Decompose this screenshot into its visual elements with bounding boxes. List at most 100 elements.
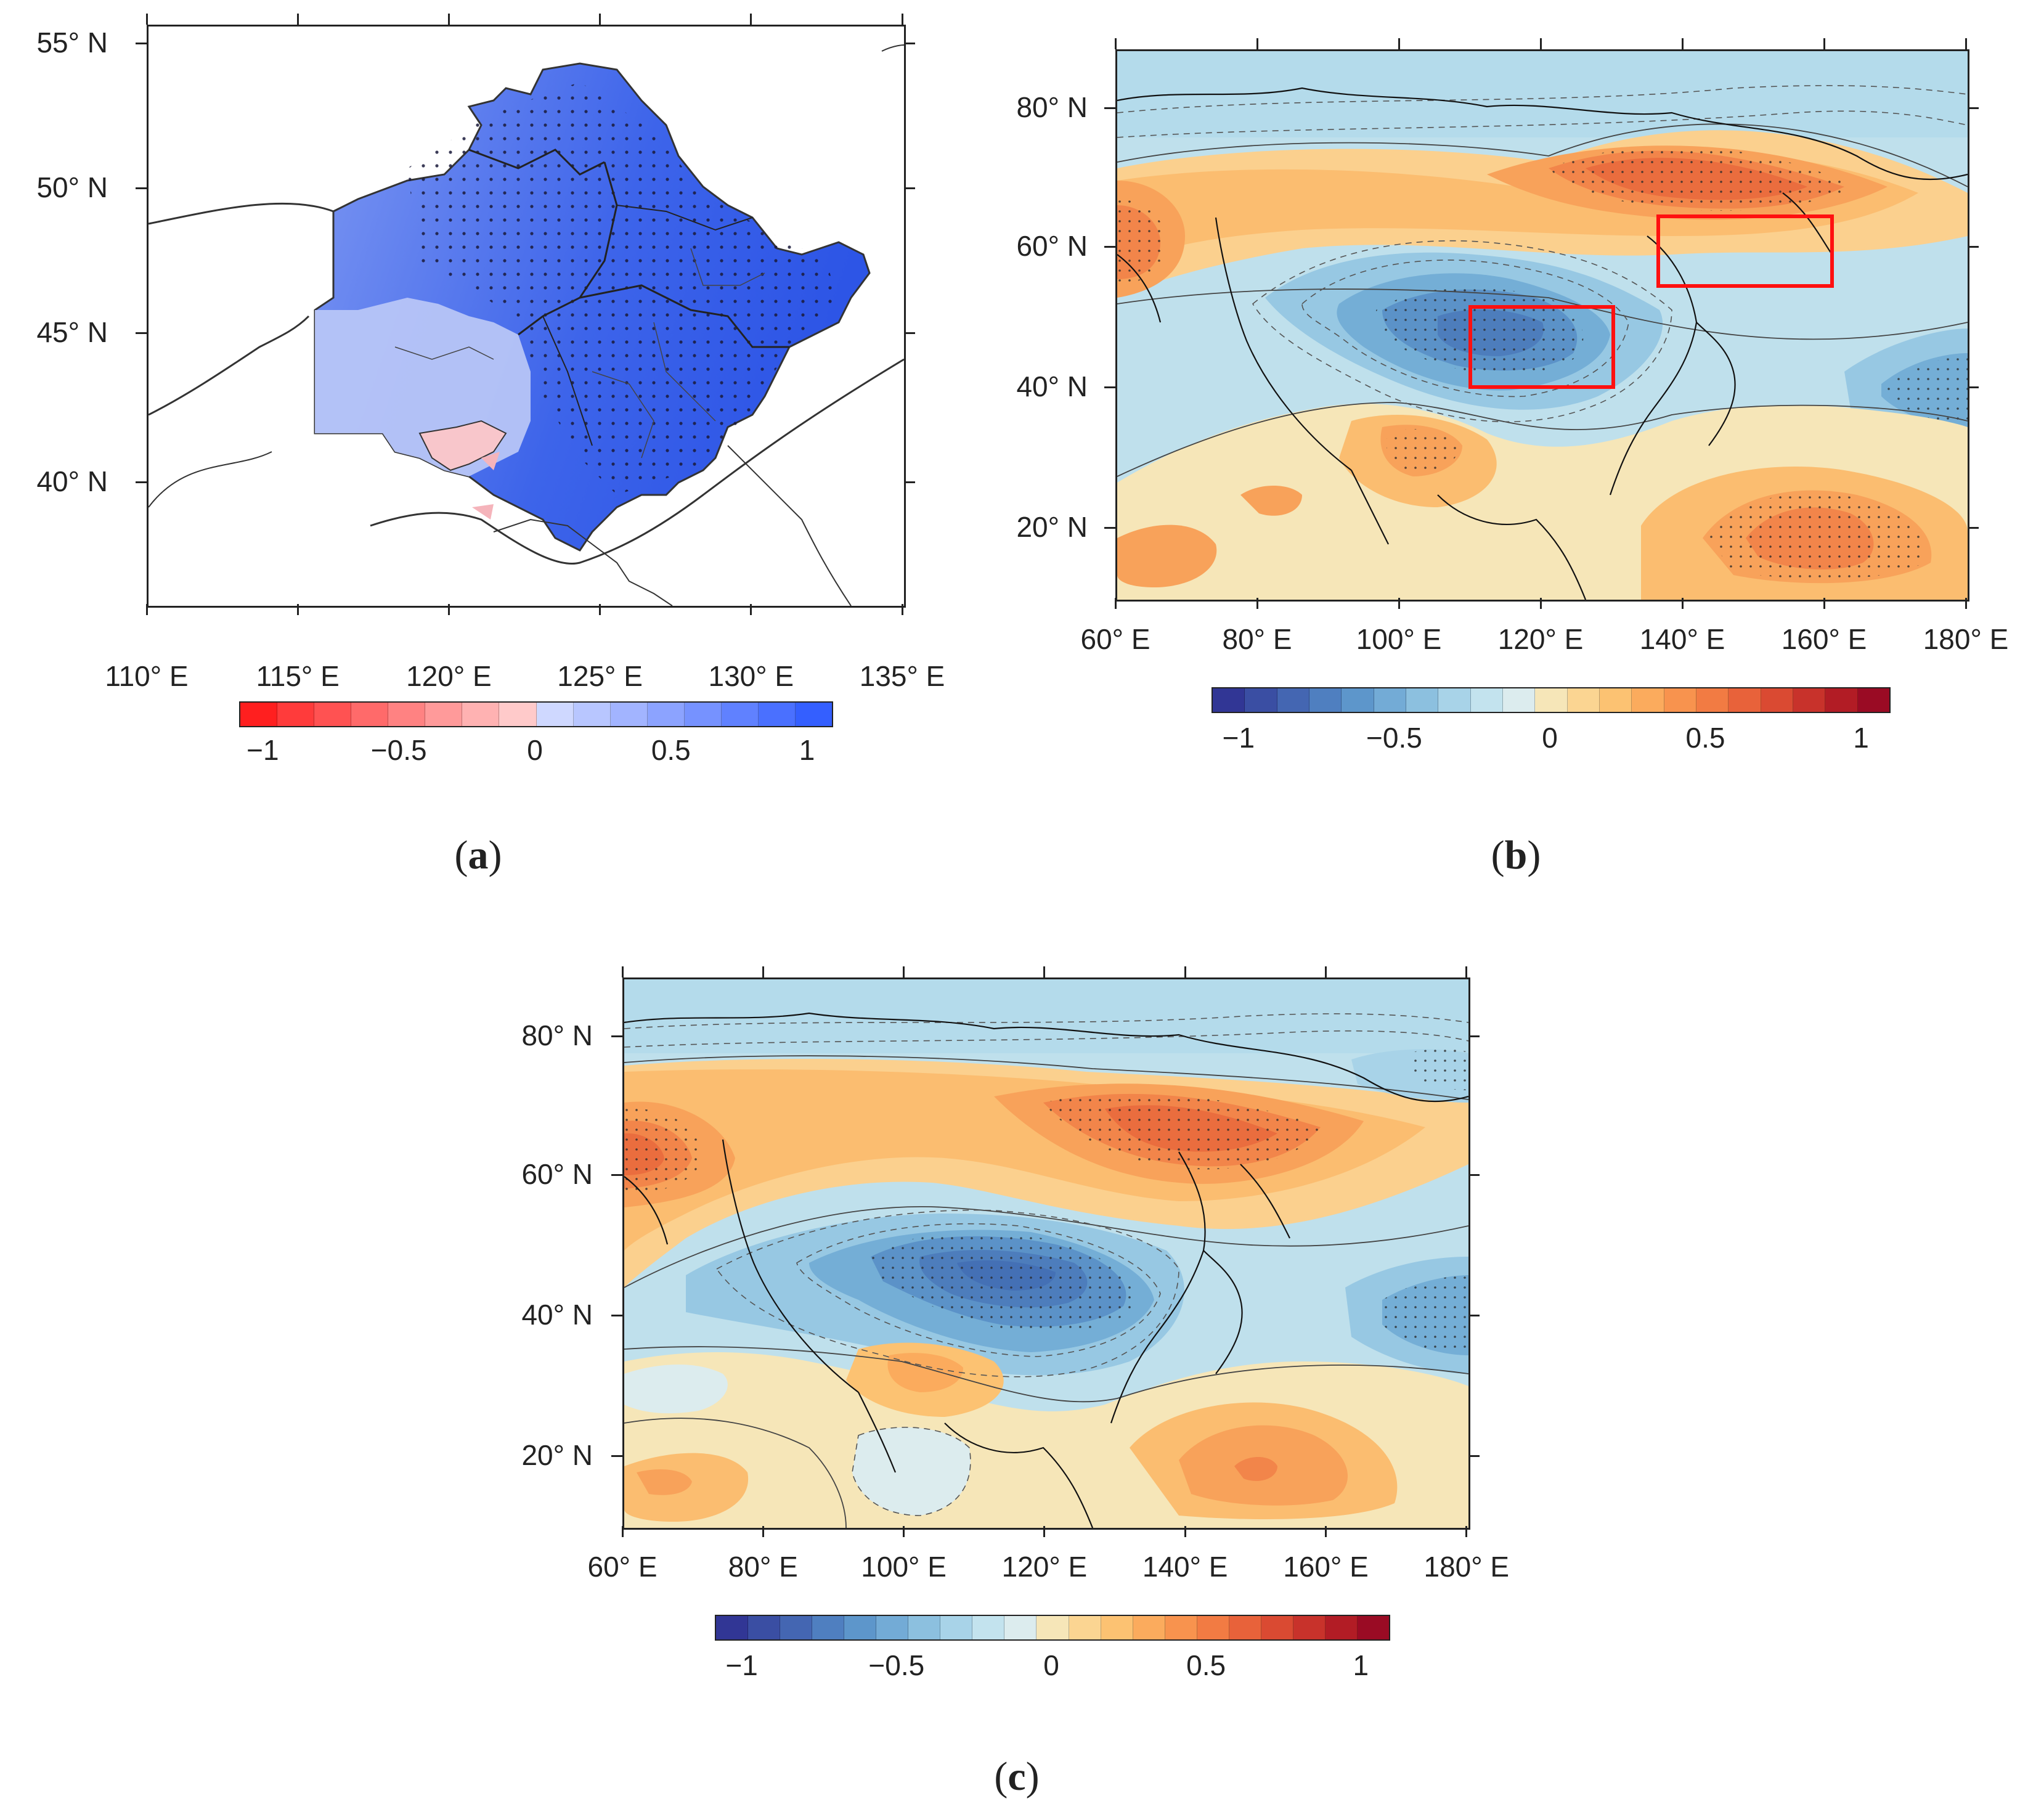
lat-label-b: 80° N	[1016, 91, 1088, 123]
caption-a-letter: a	[468, 833, 489, 878]
colorbar-swatch	[684, 703, 722, 726]
anomaly-region-pink	[418, 420, 507, 471]
colorbar-swatch	[1229, 1616, 1261, 1639]
lat-label-b: 60° N	[1016, 230, 1088, 262]
lat-tick-right-b	[1968, 245, 1979, 248]
lat-tick-right-c	[1468, 1035, 1480, 1037]
colorbar-swatch	[1197, 1616, 1229, 1639]
colorbar-swatch	[351, 703, 389, 726]
map-c-field	[624, 979, 1468, 1528]
colorbar-b	[1212, 687, 1891, 713]
lat-label-c: 20° N	[521, 1439, 593, 1471]
colorbar-swatch	[1632, 688, 1664, 712]
lat-tick-a	[136, 187, 147, 189]
lon-label-c: 80° E	[728, 1551, 798, 1583]
colorbar-swatch	[780, 1616, 813, 1639]
lon-tick-c	[1043, 1526, 1046, 1537]
lon-tick-b	[1681, 598, 1684, 609]
colorbar-swatch	[462, 703, 500, 726]
colorbar-swatch	[1374, 688, 1406, 712]
colorbar-swatch	[1245, 688, 1277, 712]
colorbar-swatch	[1036, 1616, 1069, 1639]
lat-label-b: 20° N	[1016, 511, 1088, 543]
lon-label-b: 80° E	[1222, 623, 1292, 655]
lon-label-b: 140° E	[1639, 623, 1725, 655]
colorbar-swatch	[647, 703, 685, 726]
colorbar-swatch	[1261, 1616, 1293, 1639]
colorbar-swatch	[1793, 688, 1826, 712]
lon-tick-a	[145, 604, 148, 615]
lat-tick-a	[136, 481, 147, 483]
colorbar-tick-c: −0.5	[868, 1649, 925, 1681]
lat-tick-c	[611, 1173, 622, 1176]
colorbar-swatch	[1293, 1616, 1326, 1639]
lon-tick-top-a	[599, 14, 601, 25]
lon-label-c: 180° E	[1423, 1551, 1510, 1583]
lon-tick-a	[901, 604, 903, 615]
lon-tick-top-c	[1043, 966, 1046, 977]
lat-tick-right-c	[1468, 1314, 1480, 1316]
colorbar-swatch	[240, 703, 278, 726]
colorbar-swatch	[876, 1616, 909, 1639]
lon-label-a: 125° E	[557, 660, 643, 692]
map-frame-a	[147, 25, 906, 608]
lon-tick-a	[750, 604, 752, 615]
lat-tick-right-b	[1968, 386, 1979, 388]
lon-tick-top-a	[750, 14, 752, 25]
lat-tick-right-b	[1968, 107, 1979, 109]
lon-tick-a	[447, 604, 450, 615]
caption-b-letter: b	[1504, 833, 1528, 878]
lon-tick-top-b	[1114, 38, 1117, 49]
lat-tick-right-b	[1968, 526, 1979, 529]
lon-label-b: 100° E	[1356, 623, 1442, 655]
colorbar-swatch	[1470, 688, 1503, 712]
colorbar-swatch	[1761, 688, 1793, 712]
lon-tick-c	[1325, 1526, 1327, 1537]
lon-tick-top-c	[1184, 966, 1186, 977]
caption-c-letter: c	[1008, 1754, 1026, 1799]
colorbar-swatch	[1406, 688, 1439, 712]
lon-label-a: 120° E	[406, 660, 492, 692]
colorbar-swatch	[748, 1616, 781, 1639]
lat-tick-c	[611, 1035, 622, 1037]
lon-tick-top-c	[762, 966, 764, 977]
colorbar-swatch	[499, 703, 537, 726]
lon-tick-top-b	[1823, 38, 1825, 49]
colorbar-swatch	[1325, 1616, 1358, 1639]
lon-tick-top-b	[1256, 38, 1258, 49]
lon-label-c: 60° E	[587, 1551, 658, 1583]
colorbar-swatch	[1502, 688, 1536, 712]
lat-label-c: 80° N	[521, 1019, 593, 1051]
colorbar-swatch	[972, 1616, 1005, 1639]
colorbar-swatch	[1309, 688, 1342, 712]
colorbar-swatch	[1535, 688, 1568, 712]
lat-tick-right-c	[1468, 1173, 1480, 1176]
lat-tick-right-a	[904, 42, 915, 44]
lat-tick-b	[1104, 386, 1115, 388]
lon-tick-b	[1114, 598, 1117, 609]
lon-tick-c	[903, 1526, 905, 1537]
map-frame-c	[622, 977, 1470, 1530]
lon-tick-top-a	[447, 14, 450, 25]
colorbar-swatch	[1101, 1616, 1133, 1639]
colorbar-swatch	[716, 1616, 749, 1639]
lat-label-a: 45° N	[36, 316, 108, 348]
map-b-field	[1117, 51, 1968, 600]
lat-label-b: 40° N	[1016, 370, 1088, 402]
lat-label-a: 50° N	[36, 171, 108, 203]
lon-tick-top-c	[1325, 966, 1327, 977]
lon-tick-top-b	[1539, 38, 1542, 49]
lon-tick-b	[1823, 598, 1825, 609]
colorbar-tick-c: 0.5	[1186, 1649, 1226, 1681]
colorbar-a	[239, 701, 833, 727]
lon-tick-b	[1398, 598, 1400, 609]
colorbar-tick-b: 0.5	[1685, 722, 1725, 754]
colorbar-tick-b: 1	[1853, 722, 1869, 754]
caption-c: (c)	[994, 1754, 1040, 1799]
colorbar-swatch	[1357, 1616, 1389, 1639]
lat-label-a: 40° N	[36, 465, 108, 497]
region-box-south	[1468, 305, 1615, 389]
colorbar-tick-b: −0.5	[1366, 722, 1422, 754]
lon-tick-top-b	[1965, 38, 1967, 49]
colorbar-swatch	[1599, 688, 1632, 712]
